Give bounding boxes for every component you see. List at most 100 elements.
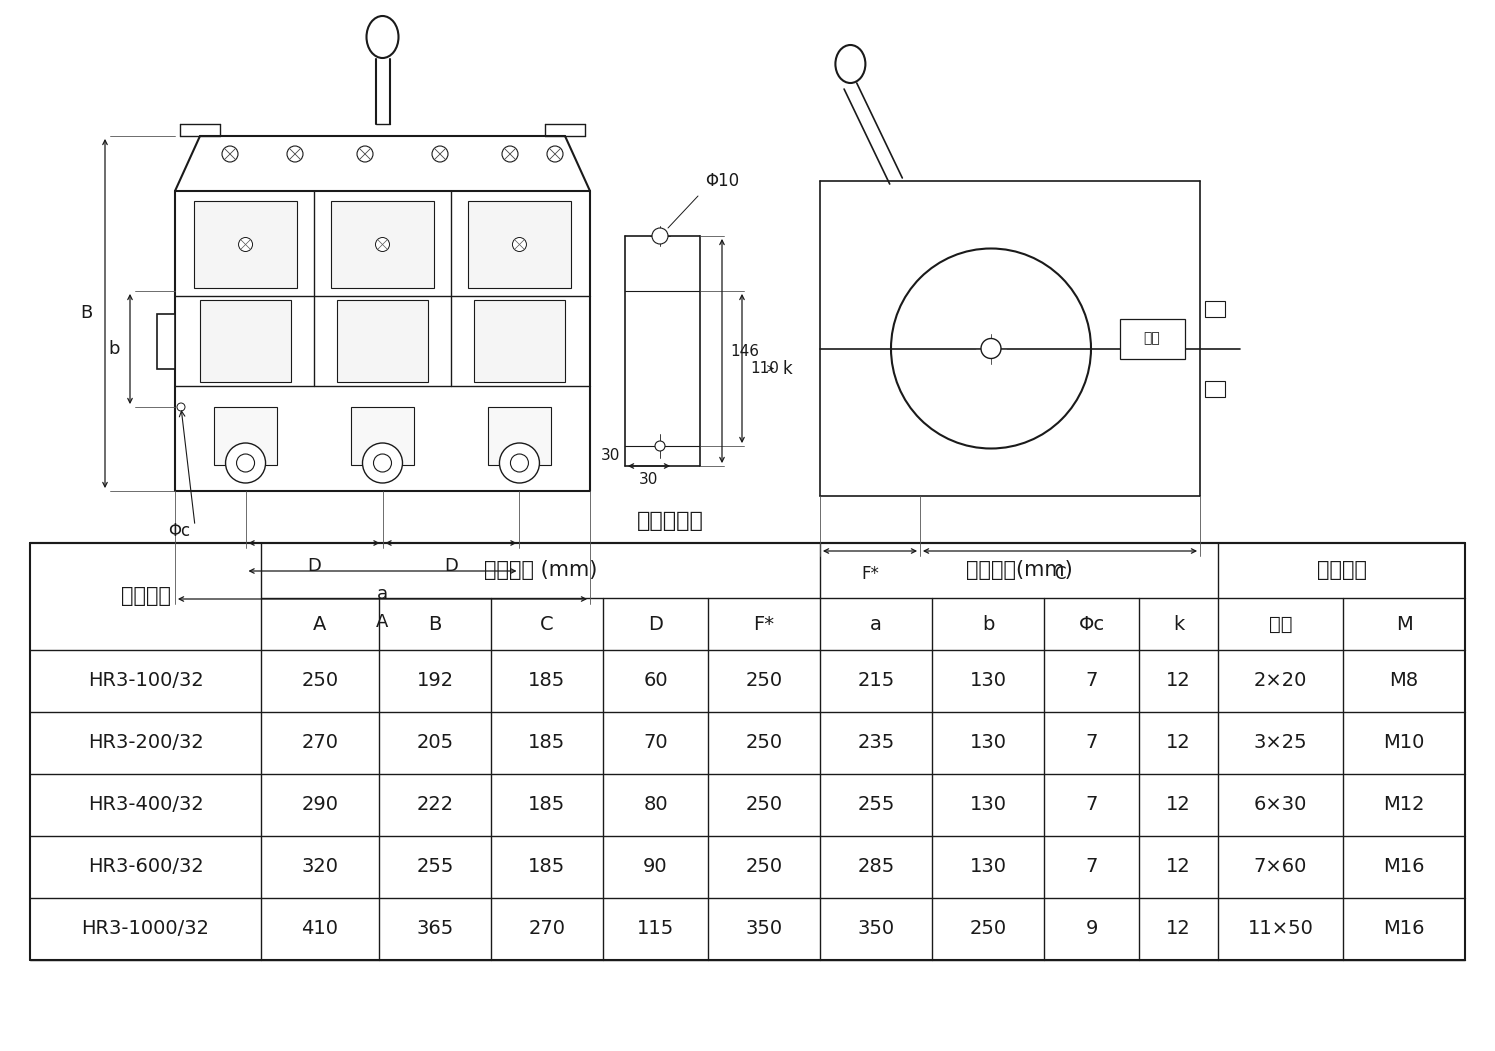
- Text: F*: F*: [861, 565, 879, 583]
- Text: 350: 350: [858, 920, 894, 939]
- Text: Φc: Φc: [1078, 615, 1105, 634]
- Text: 7: 7: [1085, 672, 1097, 691]
- Circle shape: [547, 146, 564, 162]
- Text: 215: 215: [857, 672, 894, 691]
- Text: M10: M10: [1383, 734, 1425, 753]
- Bar: [351, 407, 414, 465]
- Text: 350: 350: [746, 920, 782, 939]
- Text: 235: 235: [857, 734, 894, 753]
- Text: 115: 115: [637, 920, 674, 939]
- Circle shape: [236, 454, 254, 472]
- Bar: [200, 300, 292, 382]
- Text: 270: 270: [529, 920, 565, 939]
- Circle shape: [176, 403, 185, 411]
- Text: 2×20: 2×20: [1254, 672, 1307, 691]
- Circle shape: [513, 238, 526, 251]
- Text: 7: 7: [1085, 858, 1097, 877]
- Circle shape: [891, 248, 1091, 449]
- Text: D: D: [647, 615, 662, 634]
- Text: 30: 30: [640, 473, 659, 488]
- Bar: [1205, 301, 1224, 316]
- Text: 205: 205: [417, 734, 453, 753]
- Text: 截面: 截面: [1269, 615, 1292, 634]
- Text: Φ10: Φ10: [706, 172, 739, 190]
- Circle shape: [161, 352, 170, 360]
- Text: 110: 110: [750, 360, 779, 376]
- Text: C: C: [540, 615, 553, 634]
- Text: 130: 130: [969, 672, 1006, 691]
- Text: 255: 255: [416, 858, 453, 877]
- Text: 130: 130: [969, 734, 1006, 753]
- Text: 7: 7: [1085, 796, 1097, 815]
- Text: Φc: Φc: [167, 522, 190, 540]
- Circle shape: [374, 454, 392, 472]
- Text: 192: 192: [417, 672, 453, 691]
- Text: 70: 70: [643, 734, 668, 753]
- Circle shape: [981, 338, 1002, 358]
- Text: 130: 130: [969, 796, 1006, 815]
- Text: 222: 222: [417, 796, 453, 815]
- Text: 250: 250: [746, 734, 782, 753]
- Ellipse shape: [366, 16, 399, 58]
- Text: 12: 12: [1166, 920, 1192, 939]
- Text: B: B: [81, 305, 93, 323]
- Text: 7: 7: [1085, 734, 1097, 753]
- Text: 11×50: 11×50: [1247, 920, 1314, 939]
- Text: 255: 255: [857, 796, 894, 815]
- Circle shape: [499, 444, 540, 483]
- Circle shape: [221, 146, 238, 162]
- Bar: [1205, 380, 1224, 396]
- Text: 146: 146: [730, 344, 759, 358]
- Text: 30: 30: [601, 449, 620, 463]
- Circle shape: [161, 322, 170, 330]
- Text: 3×25: 3×25: [1254, 734, 1307, 753]
- Text: HR3-100/32: HR3-100/32: [88, 672, 203, 691]
- Text: k: k: [1174, 615, 1184, 634]
- Text: 90: 90: [643, 858, 668, 877]
- Text: 130: 130: [969, 858, 1006, 877]
- Text: 7×60: 7×60: [1254, 858, 1307, 877]
- Text: 250: 250: [746, 672, 782, 691]
- Circle shape: [226, 444, 266, 483]
- Text: 安装尺寸(mm): 安装尺寸(mm): [966, 560, 1072, 580]
- Text: C: C: [1054, 565, 1066, 583]
- Text: 250: 250: [746, 858, 782, 877]
- Text: 365: 365: [417, 920, 453, 939]
- Text: M16: M16: [1383, 920, 1425, 939]
- Bar: [468, 201, 571, 288]
- Text: 250: 250: [746, 796, 782, 815]
- Bar: [157, 313, 175, 369]
- Text: k: k: [782, 359, 792, 377]
- Circle shape: [655, 441, 665, 451]
- Circle shape: [510, 454, 528, 472]
- Text: 270: 270: [302, 734, 338, 753]
- Text: HR3-600/32: HR3-600/32: [88, 858, 203, 877]
- Text: 250: 250: [969, 920, 1006, 939]
- Text: 410: 410: [302, 920, 338, 939]
- Bar: [330, 201, 435, 288]
- Text: b: b: [982, 615, 994, 634]
- Text: 185: 185: [528, 858, 565, 877]
- Text: M12: M12: [1383, 796, 1425, 815]
- Circle shape: [161, 336, 170, 345]
- Circle shape: [652, 228, 668, 244]
- Text: A: A: [377, 613, 389, 631]
- Text: 320: 320: [302, 858, 338, 877]
- Text: HR3-400/32: HR3-400/32: [88, 796, 203, 815]
- Bar: [214, 407, 277, 465]
- Circle shape: [432, 146, 448, 162]
- Text: 185: 185: [528, 796, 565, 815]
- Bar: [474, 300, 565, 382]
- Bar: [1120, 318, 1186, 358]
- Text: 12: 12: [1166, 734, 1192, 753]
- Text: 285: 285: [857, 858, 894, 877]
- Text: A: A: [314, 615, 327, 634]
- Text: M8: M8: [1389, 672, 1419, 691]
- Circle shape: [502, 146, 517, 162]
- Text: F*: F*: [753, 615, 774, 634]
- Bar: [336, 300, 428, 382]
- Text: M16: M16: [1383, 858, 1425, 877]
- Text: 端子尺寸: 端子尺寸: [1317, 560, 1366, 580]
- Text: b: b: [109, 341, 120, 358]
- Text: 外形尺寸 (mm): 外形尺寸 (mm): [484, 560, 597, 580]
